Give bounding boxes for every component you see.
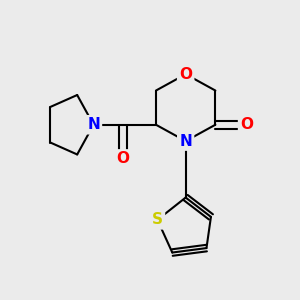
Text: S: S bbox=[152, 212, 163, 227]
Text: N: N bbox=[87, 117, 100, 132]
Text: O: O bbox=[117, 152, 130, 166]
Text: O: O bbox=[179, 67, 192, 82]
Text: N: N bbox=[179, 134, 192, 148]
Text: O: O bbox=[240, 117, 253, 132]
